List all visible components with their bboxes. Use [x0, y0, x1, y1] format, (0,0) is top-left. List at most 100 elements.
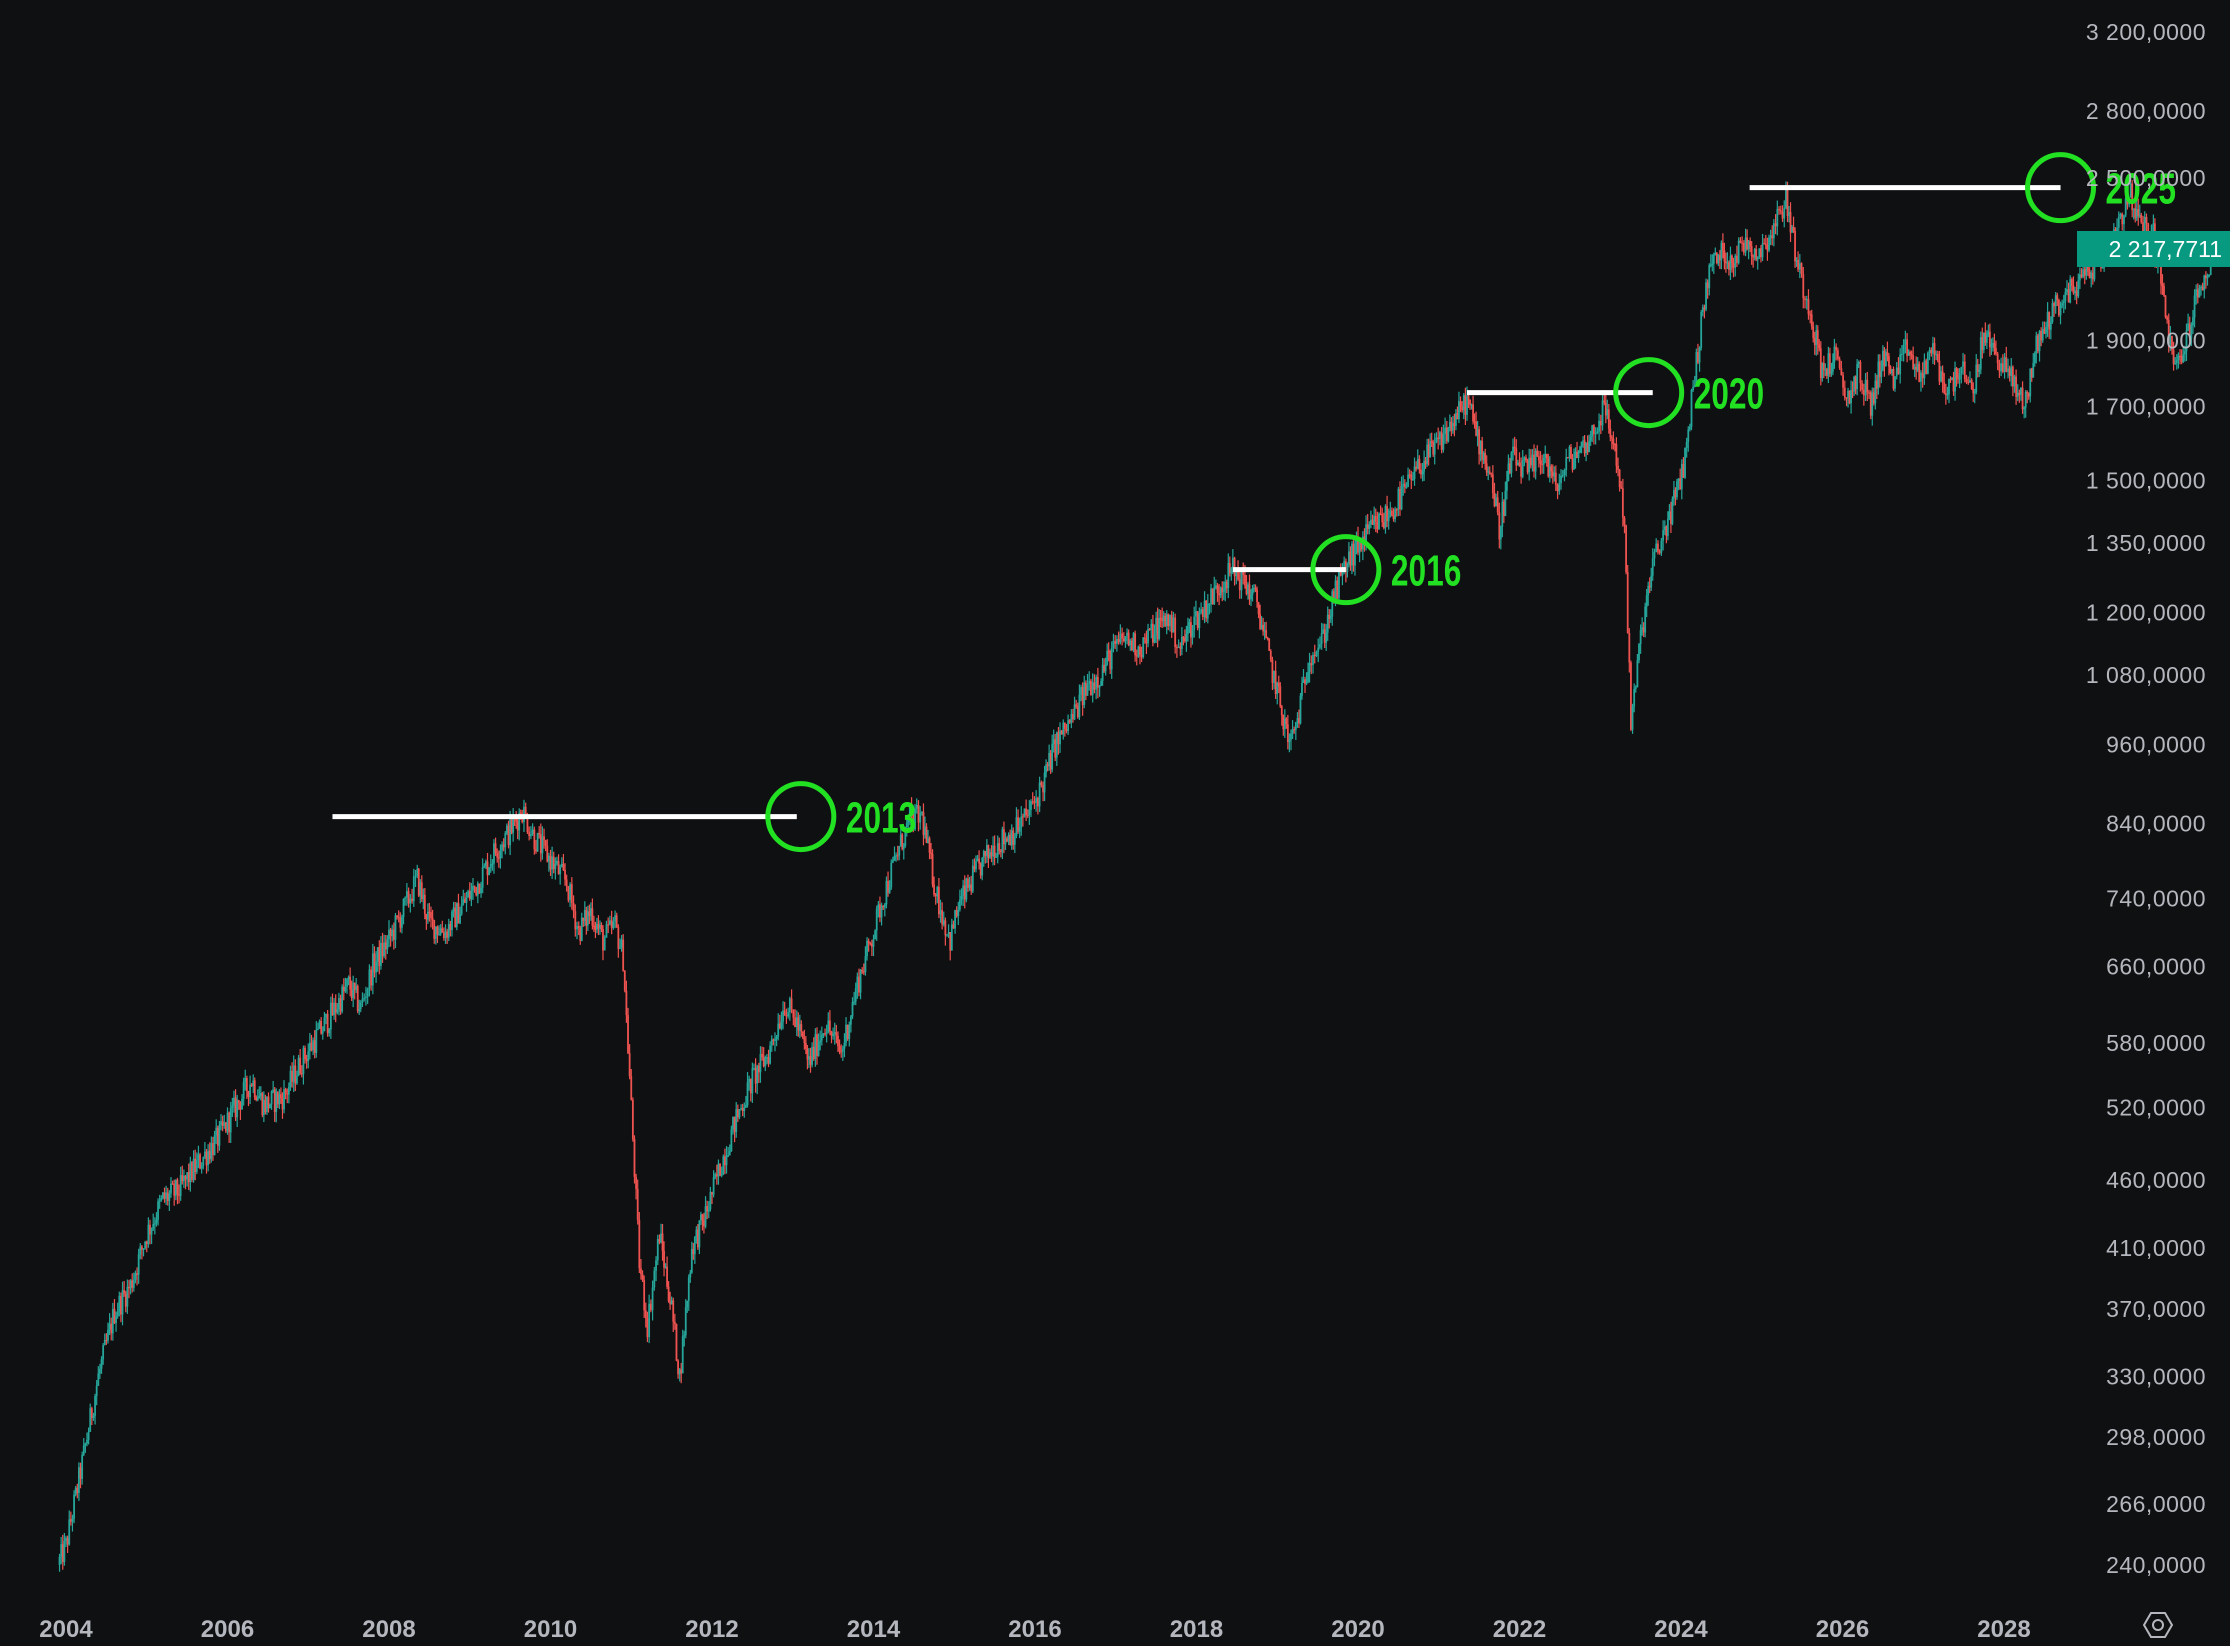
- candle-body: [1495, 497, 1497, 507]
- candle-body: [1926, 352, 1929, 374]
- candle-body: [1158, 617, 1161, 639]
- candle-body: [1180, 636, 1183, 650]
- candle-body: [1687, 429, 1690, 442]
- candle-body: [1213, 587, 1216, 605]
- candle-body: [416, 868, 419, 876]
- candle-body: [1091, 682, 1094, 696]
- candle-body: [658, 1239, 661, 1243]
- candle-body: [712, 1177, 715, 1195]
- candle-body: [1910, 354, 1913, 356]
- candle-body: [840, 1051, 843, 1053]
- settings-button[interactable]: [2140, 1608, 2176, 1642]
- candle-body: [1090, 680, 1092, 696]
- candle-body: [1930, 349, 1933, 354]
- candle-body: [1588, 440, 1591, 453]
- candle-body: [359, 1002, 362, 1010]
- candle-body: [2138, 215, 2141, 217]
- y-tick-label: 3 200,0000: [2086, 19, 2206, 45]
- candle-body: [116, 1311, 119, 1317]
- candle-body: [1382, 522, 1385, 528]
- candle-body: [1332, 591, 1335, 603]
- candle-body: [1946, 394, 1949, 396]
- candle-body: [339, 998, 342, 1012]
- candle-body: [292, 1065, 295, 1082]
- candle-body: [1151, 623, 1154, 643]
- candle-body: [399, 917, 402, 928]
- candle-body: [336, 1009, 339, 1013]
- candle-body: [1697, 352, 1699, 363]
- candle-body: [2015, 376, 2018, 397]
- candle-body: [1658, 551, 1661, 553]
- candle-body: [663, 1250, 665, 1268]
- candle-body: [224, 1122, 227, 1132]
- candle-body: [402, 898, 405, 917]
- candle-body: [2142, 222, 2144, 234]
- candle-body: [1286, 724, 1289, 742]
- candle-body: [63, 1540, 66, 1563]
- candle-body: [443, 932, 445, 939]
- candle-body: [843, 1042, 846, 1049]
- candle-body: [1490, 472, 1493, 475]
- candle-body: [1455, 413, 1457, 426]
- candle-body: [1556, 484, 1559, 492]
- x-tick-label: 2006: [201, 1616, 254, 1643]
- candle-body: [2011, 366, 2014, 387]
- candle-body: [1254, 587, 1257, 590]
- candle-body: [1187, 625, 1189, 634]
- candle-body: [1161, 618, 1164, 622]
- candle-body: [591, 908, 594, 926]
- candle-body: [557, 861, 560, 875]
- candle-body: [1273, 670, 1275, 683]
- y-tick-label: 370,0000: [2106, 1296, 2206, 1322]
- candle-body: [1571, 458, 1574, 470]
- candle-body: [1078, 694, 1081, 718]
- candle-body: [1705, 282, 1707, 310]
- candle-body: [239, 1102, 242, 1110]
- candle-body: [2072, 285, 2075, 294]
- candle-body: [579, 927, 582, 941]
- candle-body: [649, 1303, 652, 1311]
- candle-body: [2074, 290, 2076, 294]
- candle-body: [2183, 351, 2186, 355]
- candle-body: [1653, 552, 1656, 559]
- candle-body: [95, 1385, 98, 1397]
- candle-body: [987, 845, 990, 858]
- candle-body: [1150, 623, 1153, 630]
- candle-body: [423, 894, 426, 915]
- candle-body: [61, 1544, 64, 1563]
- candle-body: [278, 1094, 281, 1105]
- candle-body: [902, 845, 905, 850]
- candle-body: [323, 1017, 326, 1032]
- candle-body: [933, 884, 935, 895]
- candle-body: [2137, 209, 2140, 216]
- candle-body: [1156, 617, 1159, 639]
- candle-body: [1459, 401, 1462, 407]
- candle-body: [68, 1519, 71, 1545]
- candle-body: [1225, 581, 1228, 589]
- candle-body: [602, 929, 604, 951]
- candle-body: [748, 1078, 751, 1083]
- y-tick-label: 266,0000: [2106, 1491, 2206, 1517]
- candle-body: [2058, 299, 2060, 316]
- candle-body: [1317, 647, 1320, 652]
- candle-body: [2005, 357, 2008, 372]
- candle-body: [341, 986, 344, 1012]
- candle-body: [147, 1224, 150, 1244]
- candle-body: [258, 1095, 261, 1099]
- candle-body: [2064, 292, 2067, 302]
- y-tick-label: 840,0000: [2106, 811, 2206, 837]
- candle-body: [1645, 595, 1648, 607]
- candle-body: [1015, 817, 1018, 837]
- candle-body: [1641, 627, 1644, 630]
- candle-body: [2049, 321, 2052, 330]
- candle-body: [1563, 470, 1566, 476]
- candle-body: [908, 807, 911, 818]
- candle-body: [2167, 319, 2170, 344]
- candle-body: [777, 1023, 780, 1037]
- candle-body: [370, 969, 373, 986]
- candle-body: [1464, 395, 1467, 415]
- candle-body: [1298, 718, 1300, 724]
- candle-body: [2204, 275, 2207, 279]
